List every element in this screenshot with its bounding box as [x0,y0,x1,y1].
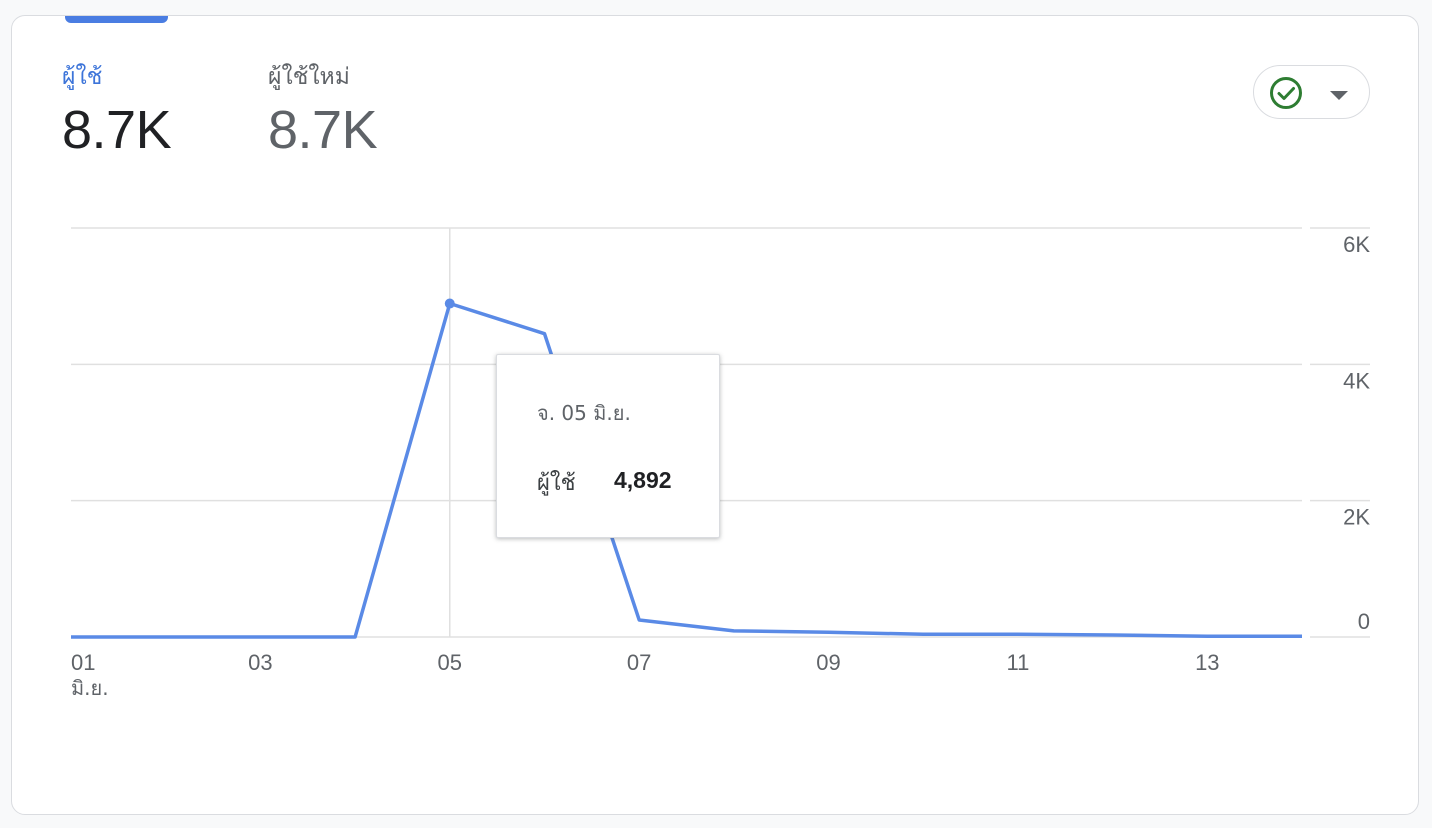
x-tick-month-label: มิ.ย. [71,676,109,700]
x-tick-label: 09 [816,650,840,675]
x-tick-label: 11 [1007,650,1030,675]
chart-tooltip: จ. 05 มิ.ย. ผู้ใช้ 4,892 [496,354,720,538]
metric-new-users-label: ผู้ใช้ใหม่ [268,64,350,90]
x-tick-label: 07 [627,650,651,675]
x-tick-label: 05 [438,650,462,675]
highlighted-data-point [444,298,455,309]
metric-tab-users[interactable]: ผู้ใช้ 8.7K [62,62,172,160]
selected-tab-indicator [65,16,168,23]
x-tick-label: 01 [71,650,95,675]
x-axis-ticks: 01มิ.ย. 03 05 07 09 11 13 [71,650,1220,700]
y-tick-label: 0 [1358,609,1370,634]
metric-tab-new-users[interactable]: ผู้ใช้ใหม่ 8.7K [268,62,378,160]
users-overview-card: ผู้ใช้ 8.7K ผู้ใช้ใหม่ 8.7K 0 2K 4K 6K 01 มิ… [11,15,1419,815]
caret-down-icon [1330,88,1348,106]
insights-status-dropdown[interactable] [1253,65,1370,119]
y-tick-label: 4K [1343,368,1370,393]
check-circle-icon [1269,76,1303,115]
metric-users-label: ผู้ใช้ [62,64,103,90]
tooltip-date: จ. 05 มิ.ย. [537,401,631,425]
tooltip-metric-label: ผู้ใช้ [537,471,576,496]
x-tick-label: 03 [248,650,272,675]
y-tick-label: 6K [1343,232,1370,257]
chart-gridlines [71,227,1370,638]
x-tick-label: 13 [1195,650,1219,675]
metric-new-users-value: 8.7K [268,100,378,160]
users-line-chart: 0 2K 4K 6K 01มิ.ย. 03 05 07 09 11 13 [71,227,1370,700]
tooltip-metric-value: 4,892 [614,467,672,493]
series-points [444,298,455,309]
series-line-users [71,301,1302,639]
y-tick-label: 2K [1343,505,1370,530]
metric-users-value: 8.7K [62,100,172,160]
y-axis-ticks: 0 2K 4K 6K [1343,232,1370,634]
